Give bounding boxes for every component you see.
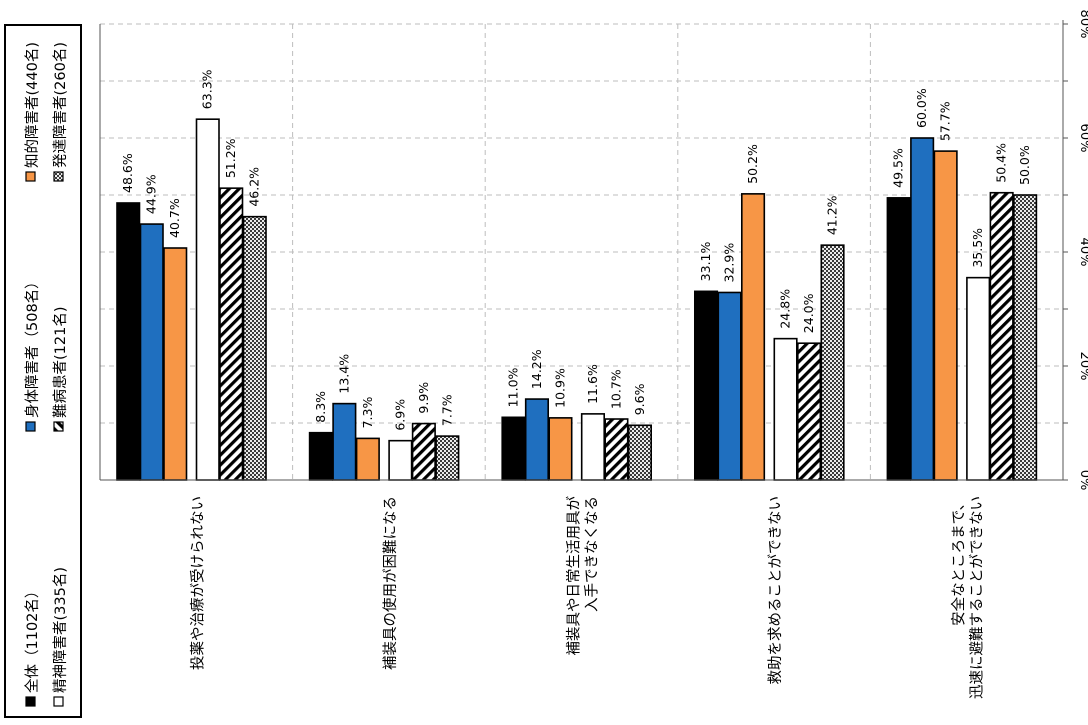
data-label: 24.0% <box>801 293 816 333</box>
bar <box>627 424 653 481</box>
bar <box>966 276 991 481</box>
data-label: 50.0% <box>1017 145 1032 185</box>
data-label: 44.9% <box>144 174 159 214</box>
bar <box>139 223 164 481</box>
bar <box>116 202 141 481</box>
legend-swatch <box>25 171 36 182</box>
legend-swatch <box>53 421 64 432</box>
data-label: 9.9% <box>416 382 431 414</box>
bar <box>219 187 244 481</box>
legend-box <box>4 24 82 718</box>
category-label: 救助を求めることができない <box>767 496 784 685</box>
axes: 0% 20% 40% 60% 80% 投薬や治療が受けられない 補装具の使用が困難になる 補装… <box>99 10 1088 699</box>
category-label: 補装具の使用が困難になる <box>382 496 399 670</box>
bar <box>195 118 220 481</box>
data-label: 33.1% <box>698 241 713 281</box>
bar <box>933 150 958 481</box>
legend-label: 発達障害者(260名) <box>51 42 69 168</box>
bar <box>796 342 822 481</box>
bar <box>773 337 798 481</box>
bar <box>411 422 436 481</box>
data-label: 46.2% <box>247 167 262 207</box>
legend: 全体（1102名） 身体障害者（508名） 知的障害者(440名) 精神障害者(335… <box>4 24 82 718</box>
legend-swatch <box>53 171 64 182</box>
data-label: 11.6% <box>585 364 600 404</box>
data-label: 7.3% <box>360 397 375 429</box>
data-label: 41.2% <box>825 195 840 235</box>
data-label: 24.8% <box>778 289 793 329</box>
bar <box>604 418 629 481</box>
data-label: 40.7% <box>167 198 182 238</box>
bar <box>242 215 267 481</box>
data-label: 14.2% <box>529 349 544 389</box>
data-label: 35.5% <box>970 228 985 268</box>
legend-label: 全体（1102名） <box>23 584 41 693</box>
legend-label: 精神障害者(335名) <box>51 567 69 693</box>
data-label: 57.7% <box>938 101 953 141</box>
legend-swatch <box>53 696 64 707</box>
data-label: 7.7% <box>439 394 454 426</box>
value-tick-label: 20% <box>1077 352 1088 381</box>
data-label: 50.2% <box>745 144 760 184</box>
category-label: 補装具や日常生活用具が <box>566 496 583 656</box>
bar <box>886 197 911 481</box>
category-label: 安全なところまで、 <box>950 496 968 626</box>
legend-swatch <box>25 421 36 432</box>
value-tick-label: 0% <box>1077 470 1088 491</box>
data-labels: 48.6% 44.9% 40.7% 63.3% 51.2% 46.2% 8.3% 13.4% 7… <box>120 69 1032 430</box>
category-label: 投薬や治療が受けられない <box>189 496 206 670</box>
bar <box>740 193 766 481</box>
bar <box>308 431 333 481</box>
data-label: 48.6% <box>120 153 135 193</box>
data-label: 10.7% <box>608 369 623 409</box>
legend-label: 知的障害者(440名) <box>23 42 41 168</box>
bar <box>355 437 380 481</box>
bar <box>524 398 550 481</box>
bar <box>388 439 413 481</box>
data-label: 11.0% <box>505 367 520 407</box>
data-label: 63.3% <box>200 69 215 109</box>
data-label: 6.9% <box>392 399 407 431</box>
data-label: 10.9% <box>552 368 567 408</box>
data-label: 60.0% <box>914 88 929 128</box>
data-label: 32.9% <box>722 243 737 283</box>
data-label: 50.4% <box>994 143 1009 183</box>
bar <box>163 247 188 481</box>
bar <box>1013 194 1038 481</box>
category-label: 迅速に避難することができない <box>969 496 986 699</box>
bar <box>989 191 1014 481</box>
bar <box>693 290 719 481</box>
category-label: 入手できなくなる <box>584 496 601 612</box>
data-label: 13.4% <box>336 354 351 394</box>
legend-label: 身体障害者（508名） <box>23 274 41 418</box>
value-tick-label: 60% <box>1077 124 1088 153</box>
bar <box>717 291 742 481</box>
bar <box>501 416 526 481</box>
legend-swatch <box>25 696 36 707</box>
value-tick-label: 80% <box>1077 10 1088 39</box>
value-tick-label: 40% <box>1077 238 1088 267</box>
legend-label: 難病患者(121名) <box>52 307 69 419</box>
bar <box>332 402 357 481</box>
bar <box>548 417 573 481</box>
data-label: 8.3% <box>313 391 328 423</box>
data-label: 9.6% <box>632 383 647 415</box>
bar <box>580 413 606 481</box>
bar <box>820 244 845 481</box>
bar <box>435 435 460 481</box>
data-label: 51.2% <box>223 138 238 178</box>
data-label: 49.5% <box>891 148 906 188</box>
bars <box>116 118 1038 481</box>
bar <box>910 137 935 481</box>
